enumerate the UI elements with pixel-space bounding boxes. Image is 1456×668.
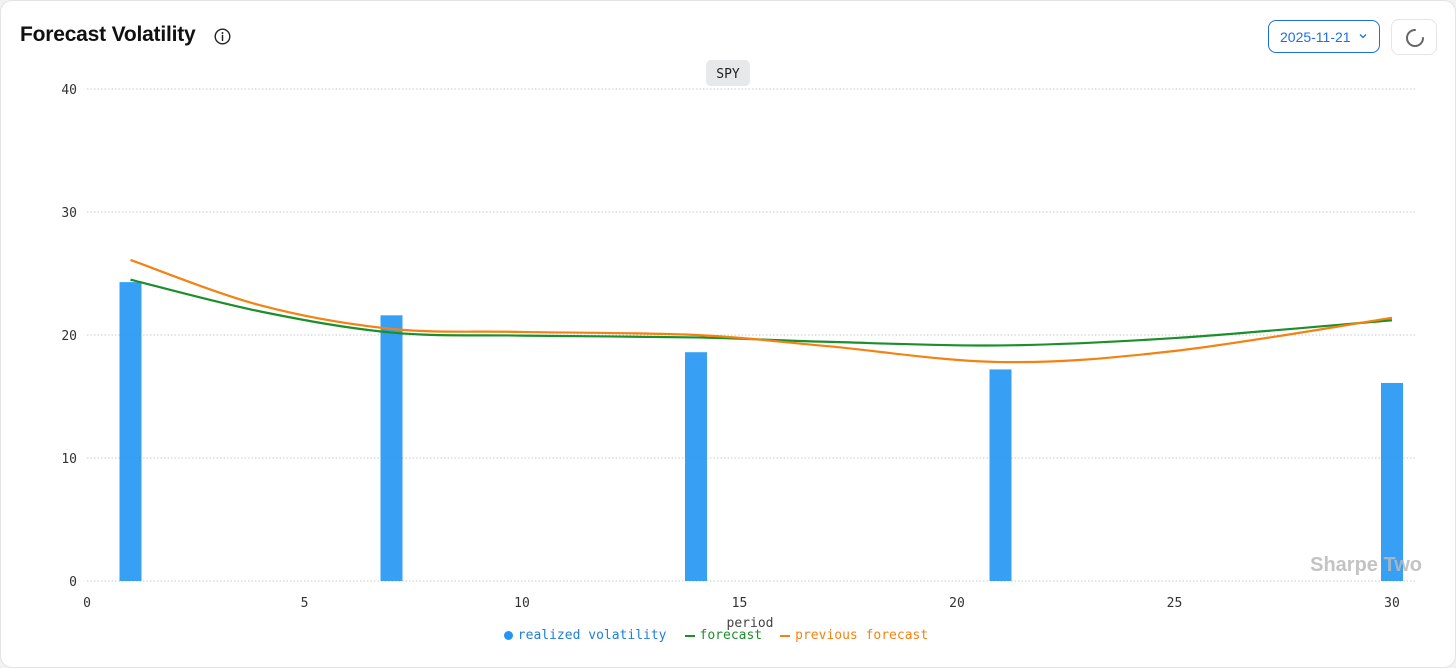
chart-legend: realized volatility forecast previous fo… (0, 628, 1432, 643)
legend-label-previous: previous forecast (795, 628, 929, 643)
realized-volatility-bar (685, 352, 707, 581)
y-tick-label: 20 (61, 329, 77, 344)
x-tick-label: 20 (949, 596, 965, 611)
grid-lines (87, 88, 1415, 582)
x-axis-label: period (727, 616, 774, 631)
info-icon[interactable] (214, 28, 231, 45)
watermark: Sharpe Two (1310, 554, 1422, 576)
previous-forecast-line (130, 258, 1393, 364)
date-select-value: 2025-11-21 (1280, 28, 1351, 45)
page-title: Forecast Volatility (20, 23, 196, 46)
legend-label-forecast: forecast (699, 628, 763, 643)
date-select[interactable]: 2025-11-21 (1268, 20, 1380, 53)
legend-marker-realized (503, 631, 513, 640)
x-tick-label: 10 (514, 596, 530, 611)
legend-marker-previous (780, 634, 791, 637)
y-tick-label: 10 (61, 452, 77, 467)
axis-ticks: 0 10 20 30 40 0 5 10 15 20 25 30 (61, 83, 1399, 611)
forecast-lines (130, 258, 1393, 364)
realized-volatility-bar (380, 315, 403, 581)
x-tick-label: 25 (1167, 596, 1183, 611)
legend-marker-forecast (684, 634, 695, 637)
refresh-button[interactable] (1391, 19, 1437, 55)
chart-title: SPY (716, 67, 740, 82)
y-tick-label: 30 (61, 206, 77, 221)
x-tick-label: 15 (732, 596, 748, 611)
realized-volatility-bar (119, 282, 142, 581)
legend-item-realized[interactable]: realized volatility (503, 628, 667, 643)
y-tick-label: 0 (69, 575, 77, 590)
legend-item-forecast[interactable]: forecast (684, 628, 763, 643)
chevron-down-icon (1359, 34, 1367, 39)
legend-label-realized: realized volatility (517, 628, 667, 643)
realized-volatility-bar (1381, 382, 1403, 581)
chart-title-badge: SPY (706, 60, 750, 86)
x-tick-label: 30 (1384, 596, 1400, 611)
refresh-spinner-icon (1406, 29, 1424, 47)
y-tick-label: 40 (61, 83, 77, 98)
x-tick-label: 0 (83, 596, 91, 611)
realized-volatility-bar (989, 369, 1012, 581)
x-tick-label: 5 (301, 596, 309, 611)
realized-volatility-bars (119, 282, 1403, 581)
forecast-line (130, 278, 1393, 347)
legend-item-previous[interactable]: previous forecast (780, 628, 928, 643)
